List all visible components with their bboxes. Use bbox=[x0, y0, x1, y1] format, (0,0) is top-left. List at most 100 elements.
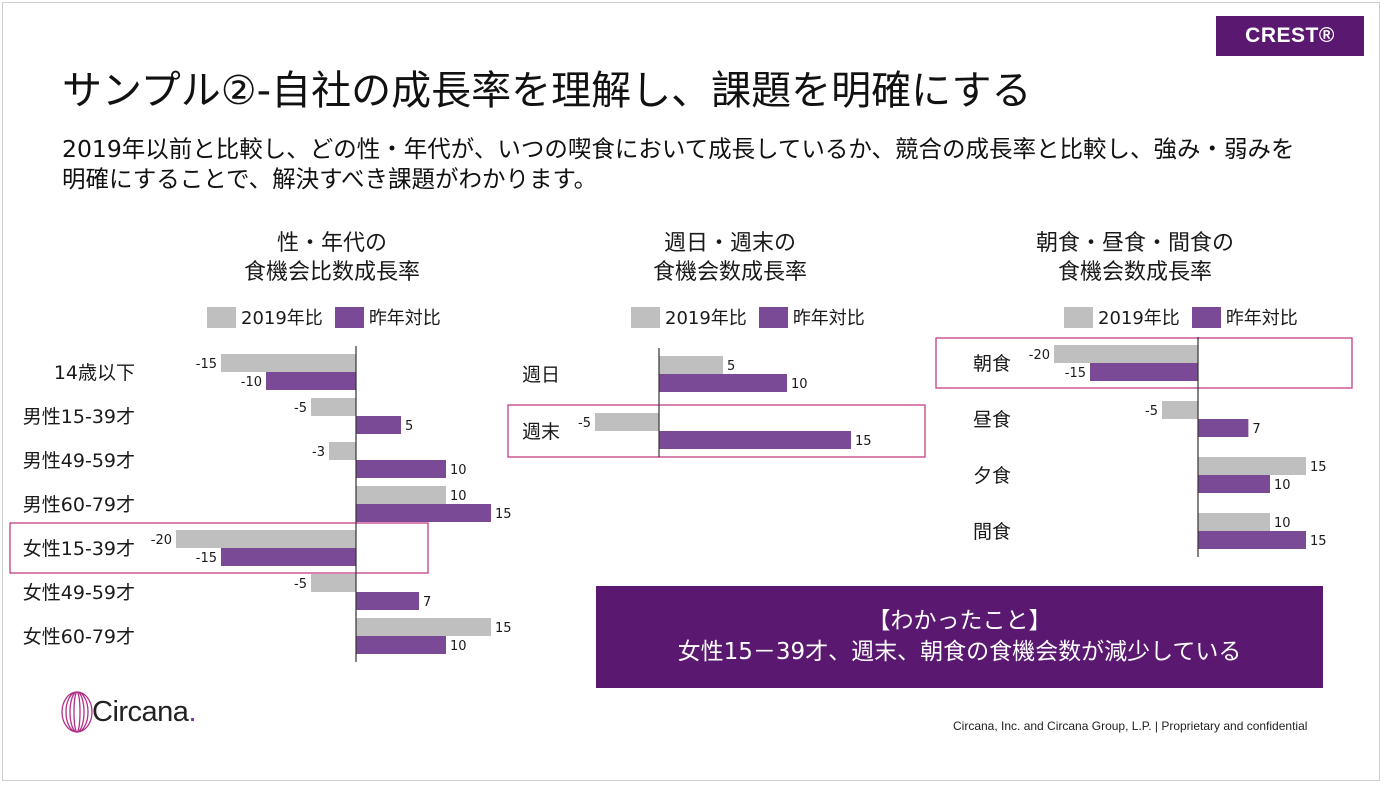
legend-swatch-2019 bbox=[631, 306, 660, 328]
chart1-title-line2: 食機会比数成長率 bbox=[243, 260, 420, 285]
data-label: 7 bbox=[1252, 422, 1260, 437]
bar-2019 bbox=[221, 354, 356, 372]
data-label: 15 bbox=[495, 621, 512, 636]
page-title: サンプル②-自社の成長率を理解し、課題を明確にする bbox=[62, 68, 1032, 114]
category-label: 男性60-79才 bbox=[23, 494, 135, 516]
bar-yoy bbox=[221, 548, 356, 566]
bar-yoy bbox=[1090, 363, 1198, 381]
data-label: 5 bbox=[727, 359, 735, 374]
bar-2019 bbox=[311, 574, 356, 592]
findings-text: 女性15－39才、週末、朝食の食機会数が減少している bbox=[677, 639, 1242, 665]
data-label: -5 bbox=[578, 416, 591, 431]
data-label: 15 bbox=[1310, 534, 1327, 549]
data-label: -5 bbox=[294, 401, 307, 416]
logo-dot: . bbox=[188, 695, 196, 728]
chart2-title-line2: 食機会数成長率 bbox=[652, 260, 807, 285]
category-label: 男性15-39才 bbox=[23, 406, 135, 428]
data-label: 15 bbox=[1310, 460, 1327, 475]
brand-badge: CREST® bbox=[1216, 16, 1364, 56]
category-label: 女性49-59才 bbox=[23, 582, 135, 604]
bar-2019 bbox=[1054, 345, 1198, 363]
bar-yoy bbox=[1198, 475, 1270, 493]
category-label: 14歳以下 bbox=[54, 362, 135, 384]
legend-label-2019: 2019年比 bbox=[665, 308, 747, 329]
data-label: 10 bbox=[450, 463, 467, 478]
data-label: 5 bbox=[405, 419, 413, 434]
bar-yoy bbox=[356, 416, 401, 434]
bar-2019 bbox=[1162, 401, 1198, 419]
data-label: -15 bbox=[196, 551, 217, 566]
data-label: -15 bbox=[1065, 366, 1086, 381]
legend-label-2019: 2019年比 bbox=[1098, 308, 1180, 329]
bar-2019 bbox=[311, 398, 356, 416]
data-label: 10 bbox=[450, 639, 467, 654]
category-label: 昼食 bbox=[973, 409, 1011, 431]
findings-heading: 【わかったこと】 bbox=[867, 608, 1052, 634]
bar-yoy bbox=[266, 372, 356, 390]
data-label: -20 bbox=[1029, 348, 1050, 363]
legend-label-2019: 2019年比 bbox=[241, 308, 323, 329]
category-label: 女性15-39才 bbox=[23, 538, 135, 560]
bar-2019 bbox=[356, 486, 446, 504]
circana-logo-icon bbox=[61, 691, 93, 733]
legend-swatch-yoy bbox=[1191, 306, 1221, 328]
bar-2019 bbox=[659, 356, 723, 374]
logo-name: Circana bbox=[92, 695, 189, 728]
data-label: 10 bbox=[450, 489, 467, 504]
highlight-box bbox=[935, 337, 1353, 389]
bar-yoy bbox=[356, 504, 491, 522]
category-label: 週末 bbox=[522, 421, 560, 443]
data-label: -5 bbox=[1145, 404, 1158, 419]
chart1-legend: 2019年比 昨年対比 bbox=[207, 304, 453, 330]
chart2-title-line1: 週日・週末の bbox=[663, 231, 796, 256]
legend-label-yoy: 昨年対比 bbox=[1225, 308, 1298, 329]
bar-yoy bbox=[356, 636, 446, 654]
chart2-title: 週日・週末の 食機会数成長率 bbox=[580, 229, 880, 287]
bar-yoy bbox=[659, 431, 851, 449]
chart1-title: 性・年代の 食機会比数成長率 bbox=[182, 229, 482, 287]
bar-yoy bbox=[659, 374, 787, 392]
data-label: 7 bbox=[423, 595, 431, 610]
legend-swatch-2019 bbox=[1064, 306, 1093, 328]
data-label: -5 bbox=[294, 577, 307, 592]
chart3-legend: 2019年比 昨年対比 bbox=[1064, 304, 1310, 330]
legend-label-yoy: 昨年対比 bbox=[368, 308, 441, 329]
data-label: -15 bbox=[196, 357, 217, 372]
data-label: 15 bbox=[495, 507, 512, 522]
data-label: 10 bbox=[1274, 516, 1291, 531]
bar-2019 bbox=[1198, 513, 1270, 531]
legend-swatch-2019 bbox=[207, 306, 236, 328]
chart1-title-line1: 性・年代の bbox=[276, 231, 387, 256]
data-label: 15 bbox=[855, 434, 872, 449]
bar-yoy bbox=[1198, 531, 1306, 549]
bar-2019 bbox=[595, 413, 659, 431]
legend-swatch-yoy bbox=[758, 306, 788, 328]
bar-2019 bbox=[329, 442, 356, 460]
chart3-title-line2: 食機会数成長率 bbox=[1057, 260, 1212, 285]
category-label: 週日 bbox=[522, 364, 560, 386]
chart3-title-line1: 朝食・昼食・間食の bbox=[1035, 231, 1234, 256]
bar-yoy bbox=[1198, 419, 1249, 437]
legend-swatch-yoy bbox=[334, 306, 364, 328]
category-label: 朝食 bbox=[973, 353, 1011, 375]
chart2-legend: 2019年比 昨年対比 bbox=[631, 304, 877, 330]
highlight-box bbox=[9, 522, 429, 574]
category-label: 男性49-59才 bbox=[23, 450, 135, 472]
category-label: 夕食 bbox=[973, 465, 1011, 487]
bar-yoy bbox=[356, 460, 446, 478]
data-label: -10 bbox=[241, 375, 262, 390]
circana-logo-text: Circana. bbox=[92, 696, 196, 729]
page-subtitle: 2019年以前と比較し、どの性・年代が、いつの喫食において成長しているか、競合の… bbox=[62, 135, 1295, 193]
data-label: -20 bbox=[151, 533, 172, 548]
bar-yoy bbox=[356, 592, 419, 610]
bar-2019 bbox=[356, 618, 491, 636]
bar-2019 bbox=[176, 530, 356, 548]
highlight-box bbox=[507, 404, 926, 458]
data-label: -3 bbox=[312, 445, 325, 460]
findings-box: 【わかったこと】 女性15－39才、週末、朝食の食機会数が減少している bbox=[596, 586, 1323, 688]
